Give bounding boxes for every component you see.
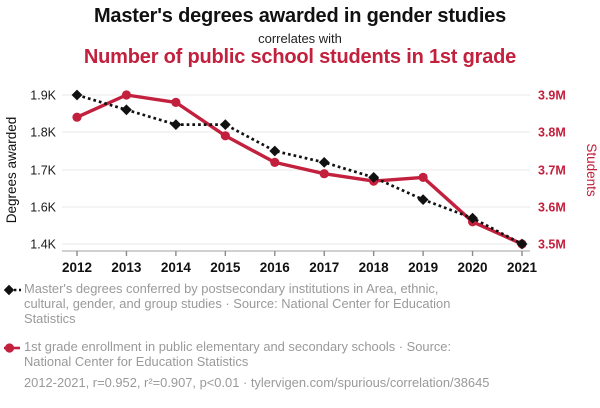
x-axis-year-label: 2012 <box>62 260 92 275</box>
students-data-point <box>121 90 132 100</box>
right-axis-tick-label: 3.6M <box>538 201 566 215</box>
x-axis-year-label: 2018 <box>359 260 390 275</box>
x-axis-year-label: 2019 <box>408 260 438 275</box>
degrees-series-legend-icon <box>3 284 21 296</box>
legend-text-students: 1st grade enrollment in public elementar… <box>24 339 452 369</box>
students-data-point <box>72 112 82 122</box>
right-axis-tick-label: 3.8M <box>538 126 566 140</box>
degrees-data-point <box>417 194 429 205</box>
left-axis-tick-label: 1.7K <box>30 164 56 178</box>
degrees-data-point <box>269 145 281 157</box>
chart-canvas: Degrees awarded Students 1.4K 1.6K 1.7K 1.8… <box>4 89 599 276</box>
right-axis-tick-label: 3.7M <box>538 164 566 178</box>
left-axis-tick-label: 1.6K <box>30 201 56 215</box>
x-axis-year-label: 2020 <box>458 260 488 275</box>
legend-item-degrees: Master's degrees conferred by postsecond… <box>3 281 578 326</box>
x-axis-year-label: 2021 <box>507 260 538 275</box>
students-data-point <box>319 169 329 179</box>
x-axis-year-label: 2016 <box>260 260 291 275</box>
x-axis-year-label: 2015 <box>210 260 241 275</box>
chart-title-secondary: Number of public school students in 1st … <box>83 46 517 68</box>
left-axis-tick-label: 1.9K <box>30 89 56 103</box>
correlates-with-label: correlates with <box>258 31 342 46</box>
degrees-data-point <box>121 104 132 116</box>
left-axis-tick-label: 1.8K <box>30 126 56 140</box>
left-axis-tick-label: 1.4K <box>30 238 56 252</box>
x-axis-year-label: 2013 <box>111 260 142 275</box>
right-axis-tick-label: 3.9M <box>538 89 566 103</box>
left-axis-title: Degrees awarded <box>4 117 19 224</box>
chart-title-primary: Master's degrees awarded in gender studi… <box>93 5 507 27</box>
chart-plot-area: 1.4K 1.6K 1.7K 1.8K 1.9K 3.5M 3.6M 3.7M 3.8M 3.9M… <box>30 89 566 276</box>
x-axis-year-label: 2017 <box>309 260 339 275</box>
degrees-data-point <box>71 89 83 101</box>
legend-text-degrees: Master's degrees conferred by postsecond… <box>24 281 451 326</box>
students-data-point <box>418 172 428 182</box>
degrees-data-point <box>170 119 182 130</box>
students-series-line <box>76 93 523 246</box>
legend-item-students: 1st grade enrollment in public elementar… <box>3 339 578 369</box>
degrees-data-point <box>516 238 528 250</box>
degrees-data-point <box>219 119 231 130</box>
degrees-data-point <box>368 172 380 183</box>
students-data-point <box>171 97 181 107</box>
students-data-point <box>270 157 280 167</box>
students-series-legend-icon <box>4 343 20 353</box>
degrees-data-point <box>318 157 330 168</box>
stats-and-source-footer: 2012-2021, r=0.952, r²=0.907, p<0.01 · t… <box>24 375 490 390</box>
right-axis-tick-label: 3.5M <box>538 238 566 252</box>
right-axis-title: Students <box>584 143 599 197</box>
degrees-data-point <box>467 212 478 224</box>
students-data-point <box>220 131 230 141</box>
x-axis-year-label: 2014 <box>161 260 192 275</box>
degrees-series-line <box>76 93 523 246</box>
